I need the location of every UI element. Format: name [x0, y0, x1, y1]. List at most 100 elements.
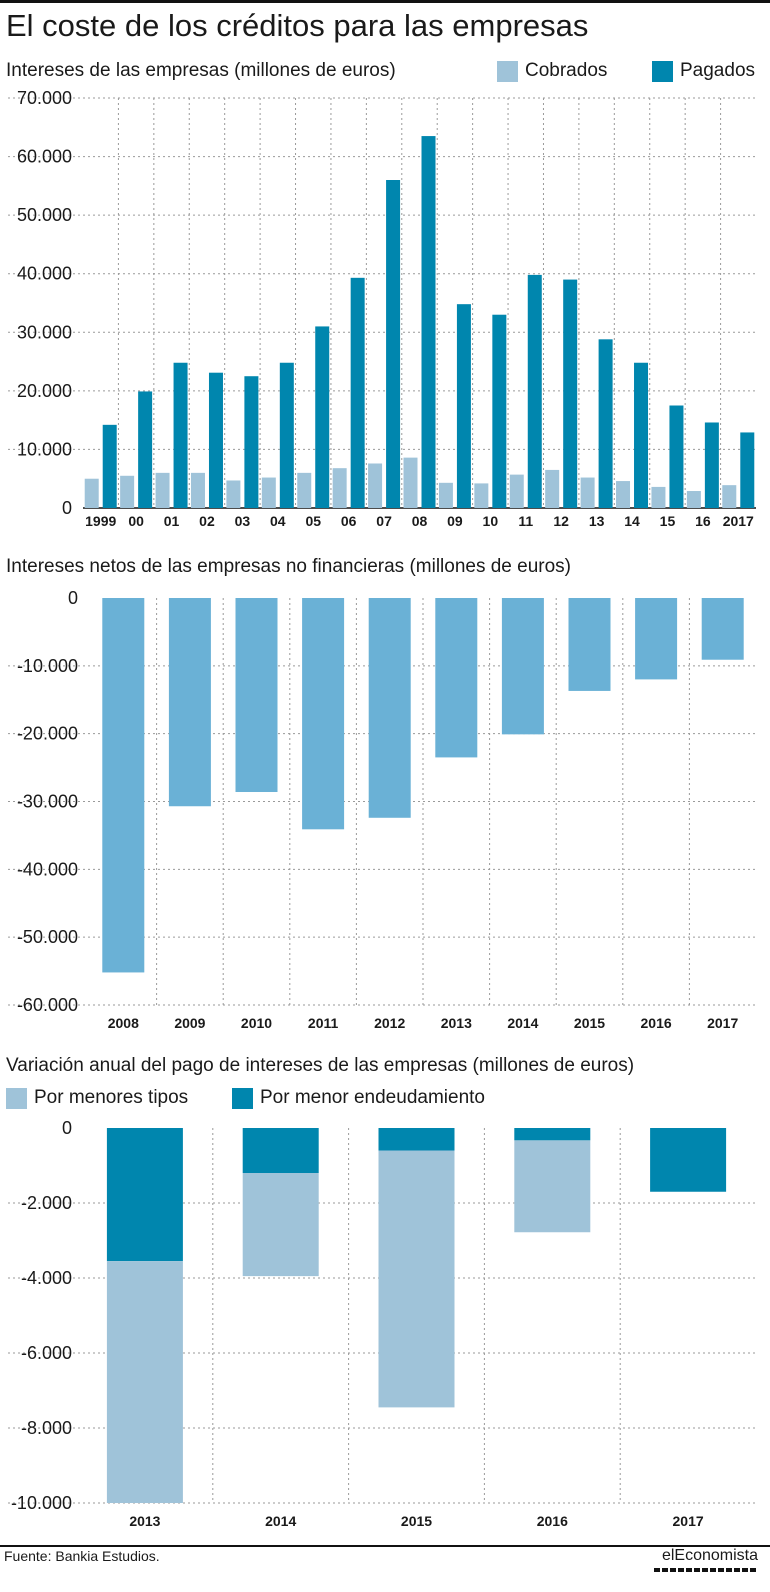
chart1-xtick-label: 04: [270, 513, 286, 529]
chart1-bar-pagados: [315, 326, 330, 508]
chart3-bar-tipos: [242, 1173, 319, 1277]
chart3-bar-endeudamiento: [650, 1128, 727, 1192]
chart1-xtick-label: 06: [341, 513, 357, 529]
chart2-xtick-label: 2013: [441, 1015, 472, 1031]
chart2-title: Intereses netos de las empresas no finan…: [6, 556, 572, 577]
chart3-bar-endeudamiento: [514, 1128, 591, 1141]
chart1-bar-pagados: [138, 391, 153, 508]
brand-logo: elEconomista: [661, 1547, 758, 1564]
chart1-xtick-label: 03: [235, 513, 251, 529]
chart1-xtick-label: 10: [483, 513, 499, 529]
chart3-xtick-label: 2017: [673, 1513, 704, 1529]
chart1-ytick-label: 0: [62, 498, 72, 518]
chart1-bar-cobrados: [545, 469, 560, 508]
chart1-bar-cobrados: [226, 480, 241, 508]
chart1-xtick-label: 2017: [723, 513, 754, 529]
chart3-bar-endeudamiento: [378, 1128, 455, 1151]
chart3-ytick-label: -10.000: [11, 1493, 72, 1513]
chart1-ytick-label: 30.000: [17, 322, 72, 342]
chart1-bar-pagados: [492, 314, 507, 508]
chart2-xtick-label: 2014: [507, 1015, 538, 1031]
chart2-bar: [102, 598, 145, 973]
chart3-xtick-label: 2016: [537, 1513, 568, 1529]
chart2-ytick-label: -30.000: [17, 792, 78, 812]
chart3-title: Variación anual del pago de intereses de…: [6, 1055, 635, 1076]
chart1-bar-cobrados: [261, 477, 276, 508]
chart1-bar-cobrados: [297, 472, 312, 508]
chart1-bar-pagados: [669, 405, 684, 508]
chart1-bar-cobrados: [686, 491, 701, 508]
chart2-bar: [168, 598, 211, 807]
chart1-legend-cobrados-label: Cobrados: [525, 60, 608, 81]
chart3-bar-tipos: [514, 1140, 591, 1233]
chart1-bar-cobrados: [580, 477, 595, 508]
tipos-swatch: [6, 1087, 27, 1109]
page-title: El coste de los créditos para las empres…: [6, 8, 589, 43]
chart3-svg: 0 -2.000 -4.000 -6.000 -8.000 -10.000 2013 2014…: [8, 1118, 756, 1529]
chart2-bar: [568, 598, 611, 691]
chart1-legend-pagados: Pagados: [652, 60, 755, 82]
brand-underline: [654, 1568, 758, 1572]
chart3-legend-endeudamiento: Por menor endeudamiento: [232, 1087, 485, 1109]
chart2-bar: [235, 598, 278, 793]
chart2-xtick-label: 2012: [374, 1015, 405, 1031]
chart1-bar-pagados: [456, 304, 471, 508]
chart1-bar-pagados: [350, 277, 365, 508]
chart2-ytick-label: -50.000: [17, 927, 78, 947]
chart2-xtick-label: 2016: [641, 1015, 672, 1031]
chart1-bar-cobrados: [190, 472, 205, 508]
chart1-bar-pagados: [102, 424, 117, 508]
chart2-xtick-label: 2011: [308, 1015, 339, 1031]
chart1-bar-cobrados: [332, 468, 347, 508]
endeudamiento-swatch: [232, 1087, 253, 1109]
chart1-xtick-label: 07: [376, 513, 392, 529]
chart1-title: Intereses de las empresas (millones de e…: [6, 60, 396, 81]
chart1-bar-pagados: [704, 422, 719, 508]
chart1-bar-cobrados: [474, 483, 489, 508]
chart1-bar-pagados: [527, 274, 542, 508]
chart1-xtick-label: 12: [553, 513, 569, 529]
chart1-xtick-label: 14: [624, 513, 640, 529]
chart1-bar-cobrados: [651, 486, 666, 508]
chart1-bar-pagados: [279, 362, 294, 508]
chart2-ytick-label: 0: [68, 588, 78, 608]
chart1-ytick-label: 70.000: [17, 88, 72, 108]
chart2-xtick-label: 2017: [707, 1015, 738, 1031]
chart1-bar-cobrados: [155, 472, 170, 508]
chart1-xtick-label: 08: [412, 513, 428, 529]
chart2-xtick-label: 2015: [574, 1015, 605, 1031]
chart3-ytick-label: -2.000: [21, 1193, 72, 1213]
chart1-bar-cobrados: [368, 463, 383, 508]
chart1-svg: 0 10.000 20.000 30.000 40.000 50.000 60.000 70.…: [8, 88, 756, 529]
chart1-ytick-label: 50.000: [17, 205, 72, 225]
chart1-xtick-label: 09: [447, 513, 463, 529]
bottom-rule: [0, 1545, 770, 1547]
chart1-xtick-label: 15: [660, 513, 676, 529]
chart1-legend-pagados-label: Pagados: [680, 60, 756, 81]
chart1-bar-cobrados: [403, 457, 418, 508]
chart1-bar-pagados: [634, 362, 649, 508]
chart2-ytick-label: -40.000: [17, 859, 78, 879]
cobrados-swatch: [497, 60, 518, 82]
chart3-ytick-label: -6.000: [21, 1343, 72, 1363]
chart3-legend-tipos-label: Por menores tipos: [34, 1087, 189, 1108]
chart1-bar-cobrados: [616, 481, 631, 508]
chart1-xtick-label: 13: [589, 513, 605, 529]
chart3-bar-endeudamiento: [106, 1128, 183, 1262]
chart3-ytick-label: -8.000: [21, 1418, 72, 1438]
chart1-ytick-label: 60.000: [17, 147, 72, 167]
chart1-xtick-label: 02: [199, 513, 215, 529]
chart2-ytick-label: -10.000: [17, 656, 78, 676]
chart2-xtick-label: 2009: [174, 1015, 205, 1031]
chart3-ytick-label: -4.000: [21, 1268, 72, 1288]
chart3-xtick-label: 2015: [401, 1513, 432, 1529]
chart3-bar-tipos: [378, 1150, 455, 1408]
chart3-bar-tipos: [106, 1261, 183, 1503]
chart1-xtick-label: 00: [128, 513, 144, 529]
chart1-bar-pagados: [208, 372, 223, 508]
chart1-bar-cobrados: [509, 474, 524, 508]
chart1-bar-pagados: [563, 279, 578, 508]
chart1-bar-cobrados: [722, 485, 737, 508]
source-note: Fuente: Bankia Estudios.: [4, 1548, 160, 1564]
chart1-ytick-label: 10.000: [17, 439, 72, 459]
